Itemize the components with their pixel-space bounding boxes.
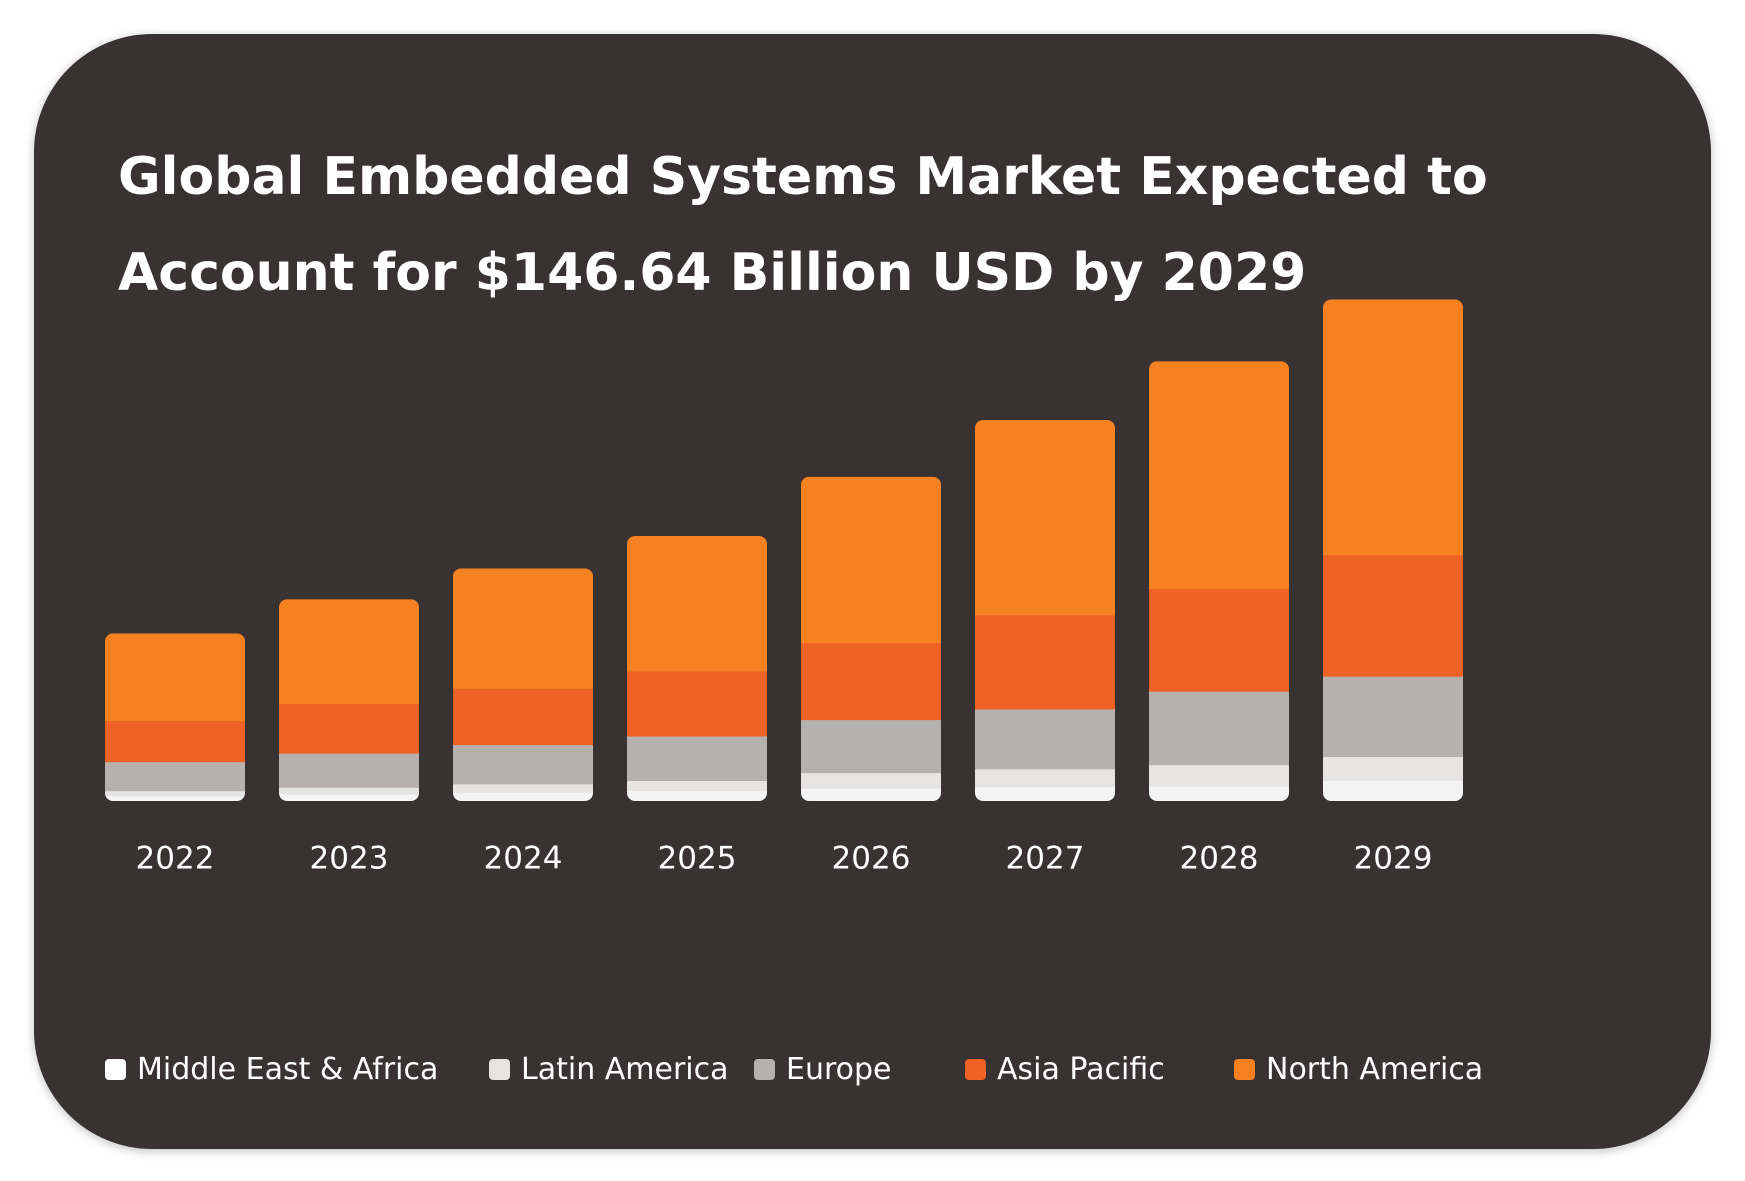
bar-stack-2023 — [279, 599, 419, 801]
bar-segment-2027-north-america — [975, 420, 1115, 616]
x-tick-label-2023: 2023 — [310, 841, 389, 877]
legend-label: North America — [1266, 1051, 1484, 1087]
bar-segment-2022-latin-america — [105, 790, 245, 797]
legend-label: Middle East & Africa — [137, 1051, 439, 1087]
bar-segment-2027-middle-east-africa — [975, 786, 1115, 801]
bar-segment-2022-europe — [105, 761, 245, 792]
bar-segment-2029-europe — [1323, 676, 1463, 758]
bar-segment-2029-north-america — [1323, 299, 1463, 556]
legend-item-north-america: North America — [1234, 1044, 1483, 1094]
bar-segment-2023-europe — [279, 753, 419, 788]
bar-segment-2023-middle-east-africa — [279, 794, 419, 801]
x-tick-label-2025: 2025 — [658, 841, 737, 877]
bar-stack-2025 — [627, 535, 767, 801]
bar-segment-2023-north-america — [279, 599, 419, 705]
bar-segment-2027-asia-pacific — [975, 614, 1115, 710]
x-tick-label-2022: 2022 — [136, 841, 215, 877]
bar-segment-2025-europe — [627, 736, 767, 781]
bar-segment-2029-asia-pacific — [1323, 554, 1463, 677]
x-tick-label-2026: 2026 — [832, 841, 911, 877]
x-tick-label-2024: 2024 — [484, 841, 563, 877]
bar-segment-2022-asia-pacific — [105, 720, 245, 763]
x-tick-label-2027: 2027 — [1006, 841, 1085, 877]
bar-segment-2026-north-america — [801, 476, 941, 644]
bar-stack-2026 — [801, 476, 941, 801]
bar-segment-2029-middle-east-africa — [1323, 780, 1463, 801]
bar-segment-2025-latin-america — [627, 780, 767, 792]
bar-stack-2024 — [453, 568, 593, 801]
chart-legend: Middle East & Africa Latin America Europe A… — [34, 1044, 1711, 1094]
bar-segment-2028-latin-america — [1149, 764, 1289, 787]
bar-segment-2024-middle-east-africa — [453, 792, 593, 801]
bar-segment-2028-north-america — [1149, 361, 1289, 590]
bar-stack-2027 — [975, 420, 1115, 801]
bar-segment-2025-asia-pacific — [627, 671, 767, 737]
legend-label: Europe — [786, 1051, 892, 1087]
bar-segment-2029-latin-america — [1323, 756, 1463, 781]
bar-segment-2025-middle-east-africa — [627, 790, 767, 801]
legend-swatch — [489, 1058, 510, 1080]
legend-swatch — [1234, 1058, 1255, 1080]
bar-stack-2029 — [1323, 299, 1463, 801]
bar-segment-2025-north-america — [627, 535, 767, 672]
bar-segment-2026-europe — [801, 719, 941, 774]
bar-segment-2028-middle-east-africa — [1149, 785, 1289, 801]
legend-label: Asia Pacific — [997, 1051, 1165, 1087]
legend-item-latin-america: Latin America — [489, 1044, 729, 1094]
bar-segment-2022-middle-east-africa — [105, 795, 245, 801]
chart-plot: 2022 2023 2024 2025 2026 2027 2028 2029 — [105, 299, 1463, 877]
bar-segment-2022-north-america — [105, 633, 245, 722]
x-tick-label-2029: 2029 — [1354, 841, 1433, 877]
legend-label: Latin America — [521, 1051, 729, 1087]
legend-item-middle-east-africa: Middle East & Africa — [105, 1044, 438, 1094]
bar-segment-2026-latin-america — [801, 772, 941, 789]
bar-segment-2023-asia-pacific — [279, 703, 419, 754]
bar-segment-2023-latin-america — [279, 787, 419, 795]
bar-segment-2024-europe — [453, 744, 593, 785]
bar-segment-2024-asia-pacific — [453, 688, 593, 746]
chart-title: Global Embedded Systems Market Expected … — [118, 147, 1488, 303]
legend-swatch — [105, 1058, 126, 1080]
legend-swatch — [754, 1058, 775, 1080]
legend-item-asia-pacific: Asia Pacific — [965, 1044, 1165, 1094]
x-tick-label-2028: 2028 — [1180, 841, 1259, 877]
bar-segment-2028-asia-pacific — [1149, 588, 1289, 692]
bar-stack-2028 — [1149, 361, 1289, 801]
bar-segment-2026-asia-pacific — [801, 642, 941, 721]
bar-segment-2024-latin-america — [453, 783, 593, 793]
chart-card: Global Embedded Systems Market Expected … — [34, 34, 1711, 1149]
bar-segment-2024-north-america — [453, 568, 593, 689]
legend-swatch — [965, 1058, 986, 1080]
bar-segment-2026-middle-east-africa — [801, 788, 941, 801]
bar-segment-2027-latin-america — [975, 768, 1115, 788]
bar-stack-2022 — [105, 633, 245, 801]
bar-segment-2028-europe — [1149, 691, 1289, 766]
bar-segment-2027-europe — [975, 709, 1115, 770]
legend-item-europe: Europe — [754, 1044, 892, 1094]
